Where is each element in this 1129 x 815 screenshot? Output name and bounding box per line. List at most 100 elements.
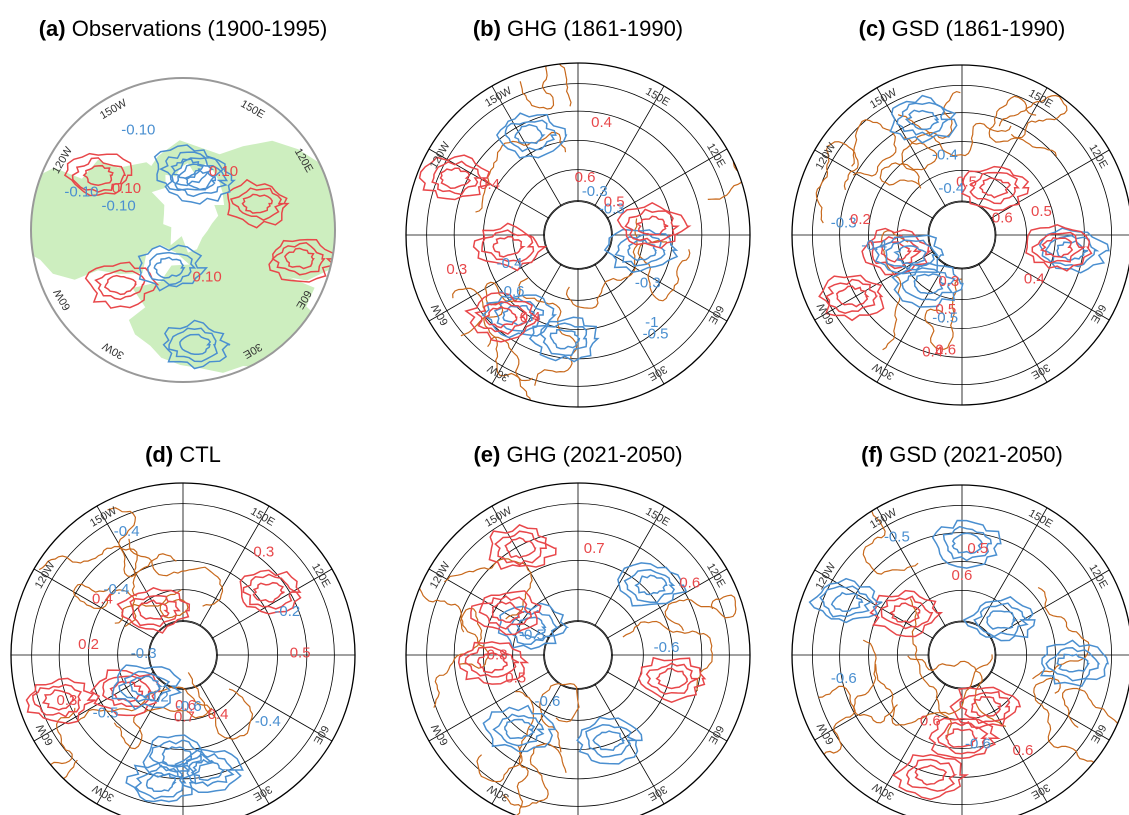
contour — [826, 280, 876, 314]
contour — [618, 563, 686, 606]
contour-label: 0.2 — [78, 636, 99, 653]
contour-label: 0.5 — [604, 194, 625, 211]
contour-label: 0.7 — [584, 540, 605, 557]
contour — [972, 697, 1001, 717]
longitude-label: 60E — [1088, 302, 1108, 325]
contour-label: 0.10 — [209, 163, 238, 180]
panel-title-text: Observations (1900-1995) — [66, 16, 328, 41]
coastline — [434, 608, 482, 707]
longitude-label: 60E — [311, 723, 331, 746]
pole-hole — [545, 622, 612, 689]
longitude-label: 150E — [643, 86, 671, 109]
contour-label: -0.10 — [64, 184, 98, 201]
contour-label: -0.6 — [965, 736, 991, 753]
map-panel: (c) GSD (1861-1990)150W150E120W120E60W60… — [792, 16, 1129, 405]
contour — [891, 603, 920, 622]
contour — [906, 110, 938, 129]
contour — [915, 765, 946, 784]
contour — [895, 246, 926, 264]
contour-label: -0.4 — [497, 255, 523, 272]
panel-title: (d) CTL — [145, 442, 221, 467]
contour-label: 0.4 — [520, 309, 541, 326]
coastline — [503, 744, 566, 807]
coastline — [665, 595, 736, 631]
contour-label: 0.8 — [487, 647, 508, 664]
coastline — [852, 120, 896, 176]
panel-title: (b) GHG (1861-1990) — [473, 16, 683, 41]
contour — [636, 575, 667, 594]
contour-label: -0.5 — [519, 627, 545, 644]
contour — [493, 602, 523, 622]
contour-label: 0.5 — [505, 670, 526, 687]
contour — [832, 593, 863, 612]
contour-label: -0.5 — [643, 325, 669, 342]
contour — [130, 596, 179, 627]
longitude-label: 150E — [248, 506, 276, 529]
contour-label: -0.4 — [932, 146, 958, 163]
longitude-label: 60W — [429, 301, 451, 327]
longitude-label: 60W — [815, 720, 837, 746]
contour-label: -0.6 — [176, 698, 202, 715]
panel-letter: (f) — [861, 442, 883, 467]
contour — [616, 234, 665, 266]
contour-label: 0.3 — [446, 261, 467, 278]
longitude-label: 120E — [704, 141, 727, 169]
contour-label: -0.4 — [938, 180, 964, 197]
contour-label: -0.5 — [884, 528, 910, 545]
longitude-label: 60W — [815, 300, 837, 326]
longitude-label: 120E — [704, 561, 727, 589]
longitude-label: 30E — [251, 783, 274, 803]
map-panel: (a) Observations (1900-1995)150W150E120W… — [5, 16, 366, 382]
contour-label: -0.6 — [654, 639, 680, 656]
map-panel: (f) GSD (2021-2050)150W150E120W120E60W60… — [792, 442, 1129, 815]
contour-label: -0.3 — [131, 645, 157, 662]
contour-label: 0.6 — [951, 567, 972, 584]
longitude-label: 60E — [706, 303, 726, 326]
coastline — [708, 84, 769, 200]
contour-label: 0.4 — [591, 114, 612, 131]
longitude-label: 120E — [1086, 142, 1109, 170]
longitude-label: 120E — [309, 561, 332, 589]
contour-label: -0.4 — [861, 237, 887, 254]
contour-label: 0.10 — [192, 268, 221, 285]
contour — [820, 586, 872, 617]
panel-letter: (a) — [39, 16, 66, 41]
contour-label: 0.6 — [920, 713, 941, 730]
contour-label: -0.2 — [143, 689, 169, 706]
contour-label: -0.10 — [102, 198, 136, 215]
panel-letter: (d) — [145, 442, 173, 467]
longitude-label: 30W — [870, 360, 896, 382]
map-panel: (d) CTL150W150E120W120E60W60E30W30E-0.4-… — [11, 442, 355, 815]
coastline — [1063, 689, 1129, 731]
figure: (a) Observations (1900-1995)150W150E120W… — [0, 0, 1129, 815]
longitude-label: 30E — [646, 783, 669, 803]
contour — [907, 760, 955, 792]
contour-label: 0.4 — [92, 591, 113, 608]
contour — [550, 330, 579, 349]
contour-label: 0.3 — [938, 273, 959, 290]
contour-label: -0.10 — [121, 121, 155, 138]
contour-label: 0.6 — [1013, 742, 1034, 759]
page: (a) Observations (1900-1995)150W150E120W… — [0, 0, 1129, 815]
panel-title-text: CTL — [173, 442, 221, 467]
map-body — [792, 65, 1129, 405]
contour-label: 0.4 — [479, 176, 500, 193]
contour-label: 0.6 — [935, 342, 956, 359]
longitude-label: 120E — [1086, 562, 1109, 590]
panel-letter: (c) — [859, 16, 886, 41]
contour-label: -0.6 — [534, 693, 560, 710]
contour-label: -0.5 — [93, 704, 119, 721]
longitude-label: 30E — [1029, 361, 1052, 381]
map-panel: (e) GHG (2021-2050)150W150E120W120E60W60… — [406, 442, 750, 815]
longitude-label: 30E — [646, 363, 669, 383]
contour-label: 0.3 — [253, 543, 274, 560]
coastline — [880, 138, 936, 185]
panel-title: (f) GSD (2021-2050) — [861, 442, 1063, 467]
panel-title: (c) GSD (1861-1990) — [859, 16, 1066, 41]
contour — [441, 168, 471, 188]
map-body — [5, 78, 366, 382]
contour-label: -0.6 — [831, 670, 857, 687]
longitude-label: 60W — [429, 721, 451, 747]
panel-letter: (b) — [473, 16, 501, 41]
